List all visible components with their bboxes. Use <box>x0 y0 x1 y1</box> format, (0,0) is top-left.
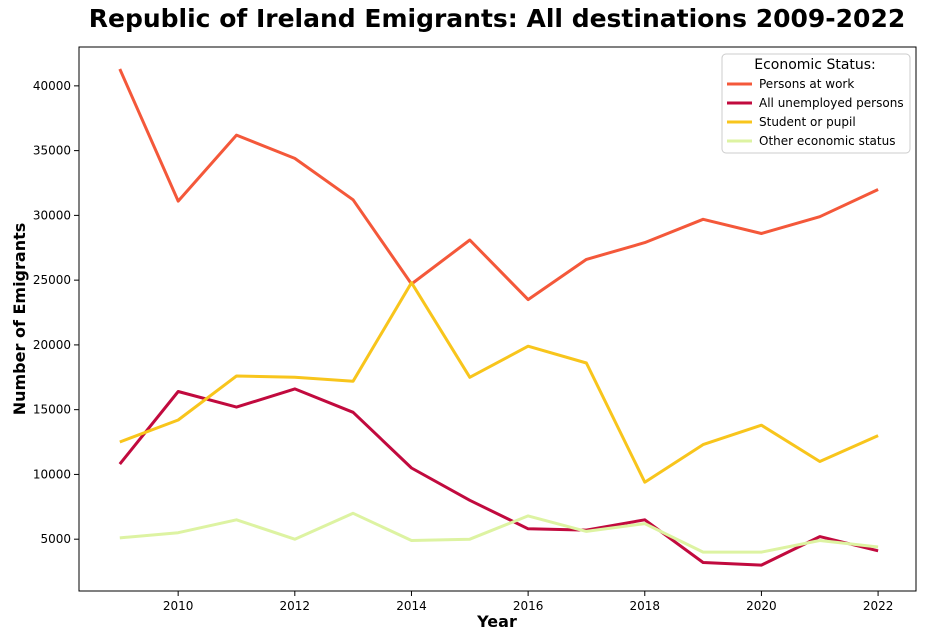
legend-label: All unemployed persons <box>759 96 904 110</box>
x-tick-label: 2014 <box>396 599 427 613</box>
y-tick-label: 25000 <box>33 273 71 287</box>
y-tick-label: 35000 <box>33 144 71 158</box>
x-tick-label: 2020 <box>746 599 777 613</box>
y-tick-label: 5000 <box>40 532 71 546</box>
y-tick-label: 15000 <box>33 403 71 417</box>
y-tick-label: 40000 <box>33 79 71 93</box>
y-axis-title: Number of Emigrants <box>10 223 29 416</box>
x-tick-label: 2018 <box>630 599 661 613</box>
legend-title: Economic Status: <box>754 57 876 73</box>
legend-label: Persons at work <box>759 77 854 91</box>
series-line-other-economic-status <box>119 511 879 554</box>
x-tick-label: 2016 <box>513 599 544 613</box>
x-axis: 2010 2012 2014 2016 2018 2020 2022 <box>163 591 893 613</box>
legend-label: Student or pupil <box>759 115 856 129</box>
x-axis-title: Year <box>476 612 517 631</box>
y-tick-label: 20000 <box>33 338 71 352</box>
legend-label: Other economic status <box>759 134 895 148</box>
y-axis: 5000 10000 15000 20000 25000 30000 35000 40000 <box>33 79 79 546</box>
y-tick-label: 30000 <box>33 208 71 222</box>
series-line-student-or-pupil <box>119 281 879 484</box>
series-line-persons-at-work <box>118 68 879 302</box>
y-tick-label: 10000 <box>33 467 71 481</box>
legend: Economic Status: Persons at work All unem… <box>721 53 911 154</box>
series-line-all-unemployed-persons <box>118 387 879 567</box>
chart-title: Republic of Ireland Emigrants: All desti… <box>89 4 905 33</box>
x-tick-label: 2010 <box>163 599 194 613</box>
series-lines <box>118 68 879 567</box>
legend-box <box>721 53 911 154</box>
x-tick-label: 2022 <box>863 599 894 613</box>
x-tick-label: 2012 <box>280 599 311 613</box>
legend-items: Persons at work All unemployed persons Stu… <box>727 77 904 148</box>
